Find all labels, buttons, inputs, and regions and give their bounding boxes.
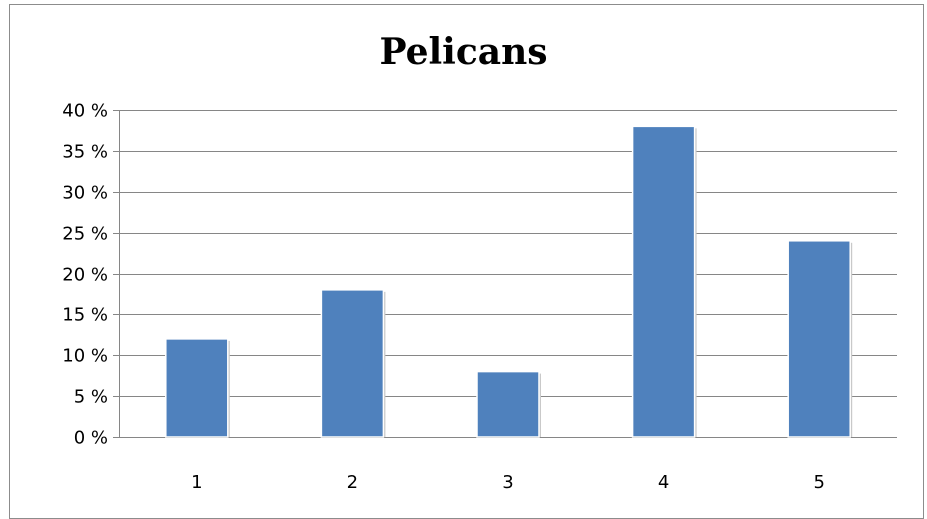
x-tick-labels: 1 2 3 4 5 xyxy=(191,472,825,493)
gridlines xyxy=(119,110,897,397)
chart-frame xyxy=(9,4,924,519)
y-tick-label: 15 % xyxy=(62,305,108,326)
bar xyxy=(787,240,851,438)
y-tick-label: 0 % xyxy=(74,428,108,449)
y-tick-label: 20 % xyxy=(62,265,108,286)
y-tick-label: 40 % xyxy=(62,101,108,122)
bar xyxy=(476,370,540,438)
bar xyxy=(631,125,696,438)
x-tick-label: 1 xyxy=(191,472,202,493)
y-tick-label: 10 % xyxy=(62,346,108,367)
bars xyxy=(165,125,853,438)
x-tick-label: 3 xyxy=(502,472,513,493)
x-tick-label: 5 xyxy=(813,472,824,493)
x-tick-label: 4 xyxy=(658,472,669,493)
y-tick-label: 30 % xyxy=(62,183,108,204)
y-tick-label: 25 % xyxy=(62,224,108,245)
bar xyxy=(165,338,229,438)
chart-title: Pelicans xyxy=(379,31,548,73)
bar xyxy=(320,289,385,438)
y-tick-label: 5 % xyxy=(74,387,108,408)
y-tick-labels: 0 % 5 % 10 % 15 % 20 % 25 % 30 % 35 % 40 % xyxy=(62,101,108,449)
y-tick-label: 35 % xyxy=(62,142,108,163)
x-tick-label: 2 xyxy=(347,472,358,493)
